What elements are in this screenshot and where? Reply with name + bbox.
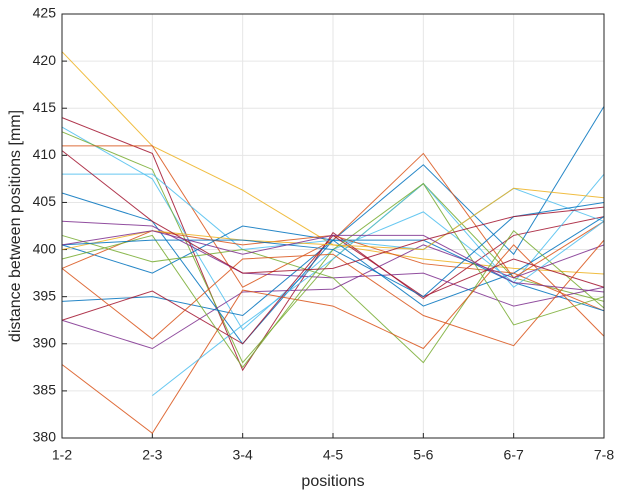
series-line bbox=[61, 244, 605, 435]
series-line bbox=[61, 239, 605, 347]
plot-frame bbox=[61, 13, 605, 439]
series-line bbox=[61, 230, 605, 293]
x-tick-label: 2-3 bbox=[142, 447, 162, 463]
y-tick-label: 395 bbox=[33, 287, 57, 303]
series-line bbox=[61, 244, 605, 350]
series-line bbox=[61, 229, 605, 364]
y-tick-label: 400 bbox=[33, 240, 57, 256]
x-tick-label: 4-5 bbox=[323, 447, 343, 463]
y-tick-label: 380 bbox=[33, 429, 57, 445]
y-tick-label: 420 bbox=[33, 52, 57, 68]
x-tick-label: 7-8 bbox=[594, 447, 614, 463]
y-tick-label: 390 bbox=[33, 334, 57, 350]
series-line bbox=[61, 150, 605, 274]
x-tick-label: 5-6 bbox=[413, 447, 433, 463]
x-tick-label: 3-4 bbox=[233, 447, 253, 463]
y-tick-label: 415 bbox=[33, 99, 57, 115]
x-tick-label: 1-2 bbox=[52, 447, 72, 463]
y-tick-label: 385 bbox=[33, 382, 57, 398]
y-tick-label: 405 bbox=[33, 193, 57, 209]
x-tick-label: 6-7 bbox=[504, 447, 524, 463]
series-line bbox=[61, 117, 605, 372]
y-axis-label: distance between positions [mm] bbox=[7, 110, 24, 342]
series-line bbox=[152, 182, 605, 396]
y-tick-label: 410 bbox=[33, 146, 57, 162]
x-axis-label: positions bbox=[301, 473, 364, 490]
y-tick-label: 425 bbox=[33, 5, 57, 21]
